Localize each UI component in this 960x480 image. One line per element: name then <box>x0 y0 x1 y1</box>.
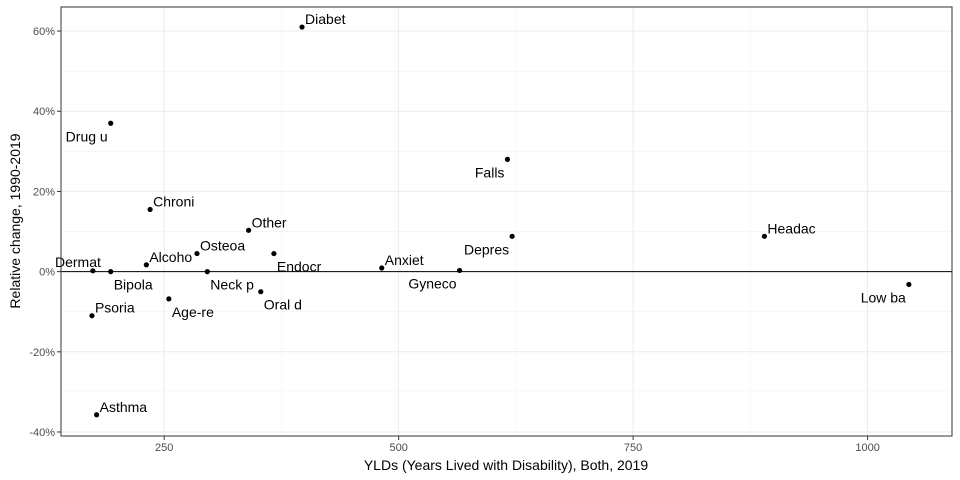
point-label: Asthma <box>100 399 148 415</box>
point-label: Drug u <box>66 128 108 144</box>
point-label: Bipola <box>114 277 153 293</box>
point-label: Anxiet <box>385 252 424 268</box>
data-point <box>194 250 200 257</box>
data-point <box>258 289 264 295</box>
data-point <box>90 268 96 274</box>
data-point <box>299 24 305 30</box>
point-label: Alcoho <box>149 249 192 265</box>
x-axis-title: YLDs (Years Lived with Disability), Both… <box>364 457 649 473</box>
data-point <box>379 265 385 271</box>
y-axis-ticks: -40% -20% 0% 20% 40% 60% <box>29 26 61 439</box>
point-label: Dermat <box>55 254 101 270</box>
point-label: Gyneco <box>408 275 456 291</box>
point-label: Headac <box>767 220 815 236</box>
points-layer <box>89 24 912 418</box>
plot-border <box>60 6 953 437</box>
y-tick-label: -20% <box>29 347 55 359</box>
data-point <box>245 227 252 233</box>
x-tick-label: 750 <box>624 442 642 454</box>
data-point <box>457 267 463 274</box>
point-label: Diabet <box>305 11 346 27</box>
x-tick-label: 250 <box>155 442 173 454</box>
point-label: Endocr <box>277 259 322 275</box>
data-point <box>166 296 172 302</box>
point-label: Falls <box>475 164 505 180</box>
x-axis-ticks: 250 500 750 1000 <box>155 436 880 454</box>
x-tick-label: 1000 <box>855 442 879 454</box>
y-tick-label: 40% <box>33 106 55 118</box>
point-label: Neck p <box>210 277 254 293</box>
point-label: Psoria <box>95 300 135 316</box>
plot-panel <box>61 7 952 436</box>
x-tick-label: 500 <box>389 442 407 454</box>
point-label: Osteoa <box>200 238 245 254</box>
data-point <box>504 156 511 162</box>
data-point <box>147 206 153 213</box>
data-point <box>108 269 114 275</box>
data-point <box>89 313 95 319</box>
point-label: Other <box>252 214 287 230</box>
data-point <box>94 412 100 418</box>
y-tick-label: 0% <box>39 267 55 279</box>
data-point <box>761 233 768 239</box>
y-tick-label: 60% <box>33 26 55 38</box>
data-point <box>509 233 515 239</box>
data-point <box>906 281 912 288</box>
y-tick-label: 20% <box>33 186 55 198</box>
data-point <box>108 120 114 126</box>
point-label: Age-re <box>172 304 214 320</box>
point-label: Oral d <box>264 297 302 313</box>
point-label: Depres <box>464 241 509 257</box>
data-point <box>143 262 149 268</box>
point-label: Low ba <box>861 289 906 305</box>
data-point <box>271 250 277 257</box>
y-axis-title: Relative change, 1990-2019 <box>7 133 23 308</box>
data-point <box>204 269 210 275</box>
y-tick-label: -40% <box>29 427 55 439</box>
point-label: Chroni <box>153 193 194 209</box>
labels-layer: Diabet Drug u Falls Chroni Other Headac Depres… <box>55 11 906 415</box>
